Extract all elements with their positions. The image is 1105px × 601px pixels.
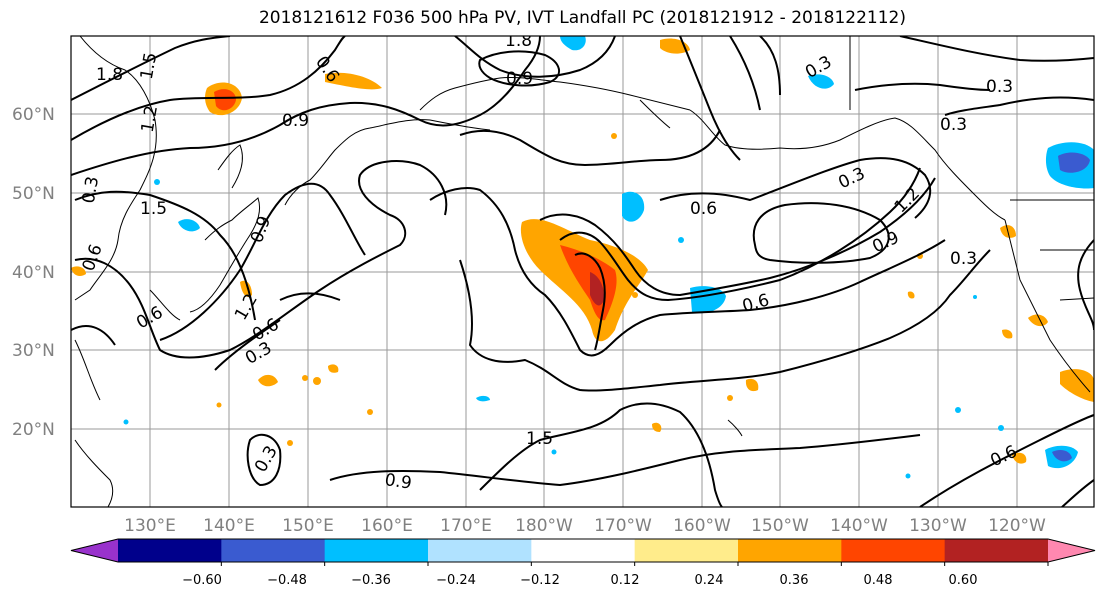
- contour-label: 0.3: [940, 115, 967, 135]
- contour-label: 0.3: [986, 77, 1013, 97]
- colorbar-swatch: [71, 539, 118, 562]
- colorbar-swatch: [738, 539, 842, 562]
- colorbar-swatch: [944, 539, 1049, 562]
- colorbar-tick-label: −0.48: [267, 573, 307, 588]
- lon-label: 120°W: [988, 516, 1046, 536]
- colorbar-tick-label: 0.12: [611, 573, 640, 588]
- lon-label: 130°E: [124, 516, 176, 536]
- contour-label: 0.3: [79, 175, 103, 205]
- latitude-labels: 60°N 50°N 40°N 30°N 20°N: [12, 105, 55, 440]
- contour-label: 1.8: [505, 31, 532, 51]
- colorbar-tick-label: 0.48: [864, 573, 893, 588]
- contour-label: 0.6: [690, 199, 717, 219]
- lon-label: 140°E: [203, 516, 255, 536]
- colorbar-swatch: [531, 539, 636, 562]
- lon-label: 170°E: [440, 516, 492, 536]
- colorbar-swatch: [221, 539, 326, 562]
- map-title: 2018121612 F036 500 hPa PV, IVT Landfall…: [258, 8, 906, 28]
- lon-label: 150°E: [282, 516, 334, 536]
- contour-label: 1.5: [526, 429, 553, 449]
- colorbar-tick-label: −0.36: [351, 573, 391, 588]
- lon-label: 180°W: [515, 516, 573, 536]
- lon-label: 140°W: [830, 516, 888, 536]
- contour-label: 0.9: [282, 111, 309, 131]
- colorbar-tick-label: −0.24: [436, 573, 476, 588]
- gridlines: [71, 36, 1094, 507]
- contour-label: 0.9: [383, 470, 413, 494]
- colorbar-tick-label: 0.24: [695, 573, 724, 588]
- contour-label: 0.9: [506, 69, 533, 89]
- colorbar-swatch: [324, 539, 429, 562]
- colorbar-swatch: [118, 539, 222, 562]
- colorbar-outline: [70, 538, 1096, 563]
- lon-label: 160°W: [673, 516, 731, 536]
- map-frame: [70, 35, 1095, 508]
- colorbar-tick-labels: −0.60 −0.48 −0.36 −0.24 −0.12 0.12 0.24 …: [182, 573, 977, 588]
- colorbar-swatch: [634, 539, 739, 562]
- pv-contours: [71, 36, 1094, 507]
- lon-label: 130°W: [909, 516, 967, 536]
- contour-label: 1.8: [96, 65, 123, 85]
- colorbar-tick-label: −0.12: [520, 573, 560, 588]
- contour-label: 1.2: [138, 104, 162, 134]
- longitude-labels: 130°E 140°E 150°E 160°E 170°E 180°W 170°…: [124, 516, 1046, 536]
- contour-label: 1.5: [137, 51, 161, 81]
- colorbar-swatch: [1048, 539, 1095, 562]
- lon-label: 170°W: [594, 516, 652, 536]
- lon-label: 160°E: [361, 516, 413, 536]
- lat-label: 30°N: [12, 341, 55, 361]
- contour-label: 0.3: [950, 249, 977, 269]
- colorbar-tick-label: 0.60: [949, 573, 978, 588]
- lat-label: 60°N: [12, 105, 55, 125]
- colorbar-swatch: [841, 539, 946, 562]
- lat-label: 20°N: [12, 420, 55, 440]
- lat-label: 40°N: [12, 263, 55, 283]
- colorbar-tick-label: 0.36: [780, 573, 809, 588]
- colorbar-tick-label: −0.60: [182, 573, 222, 588]
- lon-label: 150°W: [751, 516, 809, 536]
- colorbar: [70, 538, 1096, 566]
- anomaly-fill-negative: [123, 36, 1094, 479]
- contour-label: 1.5: [140, 199, 167, 219]
- lat-label: 50°N: [12, 184, 55, 204]
- anomaly-fill-positive: [71, 38, 1094, 464]
- colorbar-swatch: [428, 539, 532, 562]
